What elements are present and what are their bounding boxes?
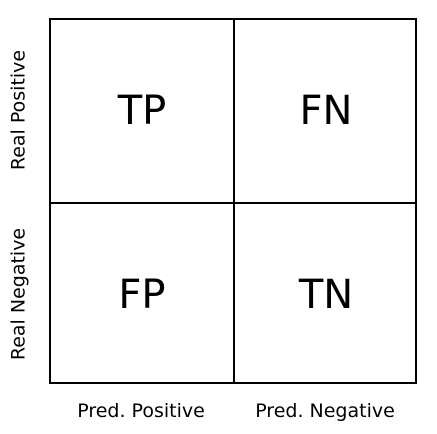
- cell-true-negative: TN: [298, 272, 354, 318]
- cell-false-negative: FN: [299, 88, 353, 134]
- vertical-divider: [233, 20, 235, 382]
- column-label-pred-positive: Pred. Positive: [77, 400, 205, 422]
- confusion-matrix-grid: TP FN FP TN: [49, 18, 417, 384]
- cell-true-positive: TP: [117, 88, 167, 134]
- column-label-pred-negative: Pred. Negative: [255, 400, 395, 422]
- row-label-real-negative: Real Negative: [7, 227, 30, 361]
- row-label-real-positive: Real Positive: [7, 49, 30, 171]
- horizontal-divider: [51, 202, 415, 204]
- cell-false-positive: FP: [118, 272, 166, 318]
